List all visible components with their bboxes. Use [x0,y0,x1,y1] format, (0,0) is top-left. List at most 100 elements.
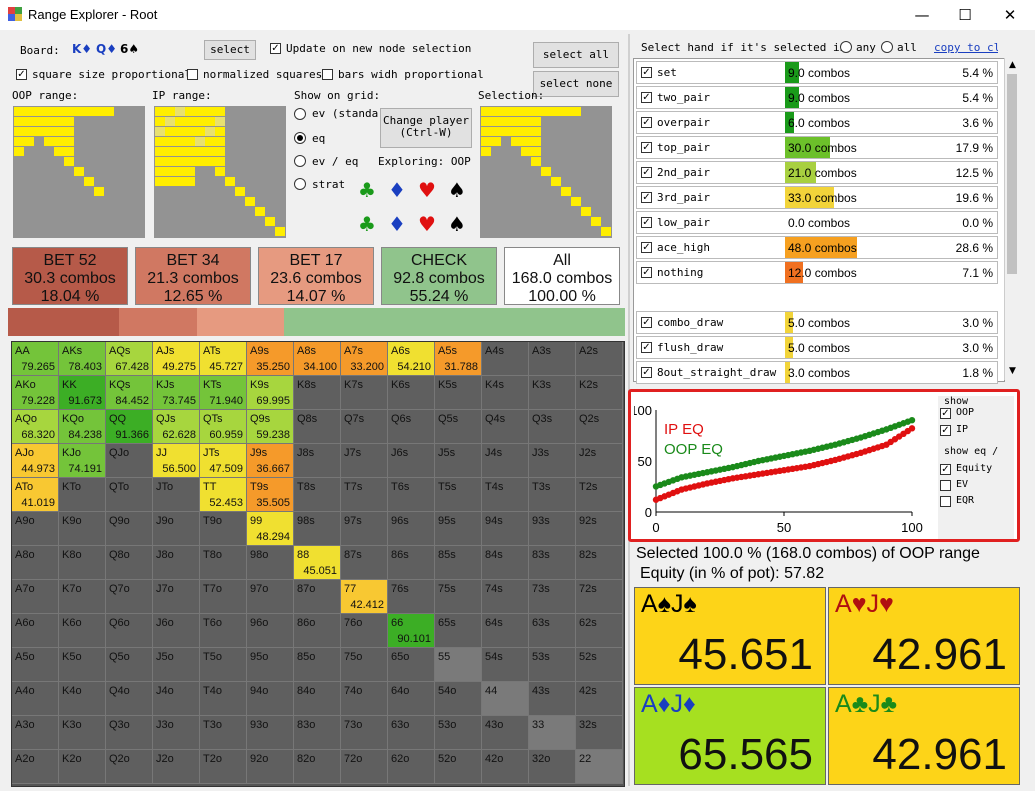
hand-cell[interactable]: Q2s [576,410,623,444]
hand-cell[interactable]: J3s [529,444,576,478]
hand-cell[interactable]: K9o [59,512,106,546]
hand-cell[interactable]: 72s [576,580,623,614]
hand-cell[interactable]: Q6s [388,410,435,444]
hand-cell[interactable]: 88 45.051 [294,546,341,580]
hand-cell[interactable]: Q9s 59.238 [247,410,294,444]
hand-cell[interactable]: J9s 36.667 [247,444,294,478]
hand-cell[interactable]: J7o [153,580,200,614]
category-row[interactable]: ✓ top_pair 30.0 combos 17.9 % [636,136,998,159]
hand-cell[interactable]: 63s [529,614,576,648]
hand-cell[interactable]: T9s 35.505 [247,478,294,512]
hand-cell[interactable]: 87o [294,580,341,614]
hand-cell[interactable]: AQo 68.320 [12,410,59,444]
hand-cell[interactable]: K6o [59,614,106,648]
action-box[interactable]: All 168.0 combos 100.00 % [504,247,620,305]
hand-cell[interactable]: Q4o [106,682,153,716]
hand-cell[interactable]: 96s [388,512,435,546]
hand-cell[interactable]: QQ 91.366 [106,410,153,444]
hand-cell[interactable]: AJs 49.275 [153,342,200,376]
club-icon-2[interactable]: ♣ [358,212,376,236]
hand-cell[interactable]: K6s [388,376,435,410]
hand-cell[interactable]: 94o [247,682,294,716]
hand-cell[interactable]: K8o [59,546,106,580]
radio-eq[interactable] [294,132,306,144]
hand-cell[interactable]: J5o [153,648,200,682]
category-row[interactable]: ✓ flush_draw 5.0 combos 3.0 % [636,336,998,359]
hand-cell[interactable]: K8s [294,376,341,410]
hand-cell[interactable]: J9o [153,512,200,546]
hand-cell[interactable]: A9s 35.250 [247,342,294,376]
hand-cell[interactable]: 95s [435,512,482,546]
hand-cell[interactable]: J4o [153,682,200,716]
hand-cell[interactable]: 83o [294,716,341,750]
copy-to-clipboard-link[interactable]: copy to cli [934,41,998,54]
hand-cell[interactable]: K7s [341,376,388,410]
hand-cell[interactable]: J5s [435,444,482,478]
hand-cell[interactable]: 82o [294,750,341,784]
spade-icon-2[interactable]: ♠ [448,212,466,236]
hand-cell[interactable]: AQs 67.428 [106,342,153,376]
category-checkbox[interactable]: ✓ [641,92,652,103]
hand-cell[interactable]: 64s [482,614,529,648]
hand-cell[interactable]: K2s [576,376,623,410]
action-box[interactable]: BET 34 21.3 combos 12.65 % [135,247,251,305]
ev-checkbox[interactable] [940,480,951,491]
hand-cell[interactable]: T2s [576,478,623,512]
action-box[interactable]: CHECK 92.8 combos 55.24 % [381,247,497,305]
hand-cell[interactable]: 66 90.101 [388,614,435,648]
hand-cell[interactable]: K4o [59,682,106,716]
hand-cell[interactable]: A5s 31.788 [435,342,482,376]
hand-cell[interactable]: QJs 62.628 [153,410,200,444]
hand-cell[interactable]: KJo 74.191 [59,444,106,478]
select-none-button[interactable]: select none [533,71,619,97]
hand-cell[interactable]: 53o [435,716,482,750]
hand-cell[interactable]: A7o [12,580,59,614]
category-checkbox[interactable]: ✓ [641,142,652,153]
club-icon[interactable]: ♣ [358,178,376,202]
hand-cell[interactable]: 44 [482,682,529,716]
hand-cell[interactable]: 76s [388,580,435,614]
hand-cell[interactable]: K3o [59,716,106,750]
hand-cell[interactable]: Q9o [106,512,153,546]
category-row[interactable]: ✓ overpair 6.0 combos 3.6 % [636,111,998,134]
hand-cell[interactable]: 73s [529,580,576,614]
hand-cell[interactable]: 62o [388,750,435,784]
hand-cell[interactable]: Q6o [106,614,153,648]
category-row[interactable]: ✓ two_pair 9.0 combos 5.4 % [636,86,998,109]
hand-cell[interactable]: K2o [59,750,106,784]
hand-cell[interactable]: 52s [576,648,623,682]
hand-cell[interactable]: 76o [341,614,388,648]
hand-cell[interactable]: 33 [529,716,576,750]
heart-icon[interactable]: ♥ [418,178,436,202]
hand-cell[interactable]: Q7s [341,410,388,444]
action-box[interactable]: BET 17 23.6 combos 14.07 % [258,247,374,305]
hand-cell[interactable]: J4s [482,444,529,478]
change-player-button[interactable]: Change player (Ctrl-W) [380,108,472,148]
hand-cell[interactable]: 43s [529,682,576,716]
hand-cell[interactable]: 93o [247,716,294,750]
select-board-button[interactable]: select [204,40,256,60]
hand-cell[interactable]: 75o [341,648,388,682]
hand-cell[interactable]: Q5s [435,410,482,444]
category-checkbox[interactable]: ✓ [641,67,652,78]
hand-card[interactable]: A♠J♠ 45.651 [634,587,826,685]
hand-cell[interactable]: 85o [294,648,341,682]
hand-cell[interactable]: A2s [576,342,623,376]
oop-range-thumbnail[interactable] [13,106,145,238]
scroll-down-icon[interactable]: ▼ [1009,366,1016,376]
heart-icon-2[interactable]: ♥ [418,212,436,236]
hand-cell[interactable]: J6s [388,444,435,478]
hand-cell[interactable]: JTs 47.509 [200,444,247,478]
hand-cell[interactable]: 53s [529,648,576,682]
hand-cell[interactable]: 73o [341,716,388,750]
show-oop-checkbox[interactable]: ✓ [940,408,951,419]
hand-cell[interactable]: A8o [12,546,59,580]
category-checkbox[interactable]: ✓ [641,342,652,353]
hand-cell[interactable]: 54s [482,648,529,682]
hand-cell[interactable]: 42s [576,682,623,716]
hand-cell[interactable]: ATo 41.019 [12,478,59,512]
hand-cell[interactable]: 98s [294,512,341,546]
radio-all[interactable] [881,41,893,53]
hand-card[interactable]: A♥J♥ 42.961 [828,587,1020,685]
hand-cell[interactable]: JTo [153,478,200,512]
